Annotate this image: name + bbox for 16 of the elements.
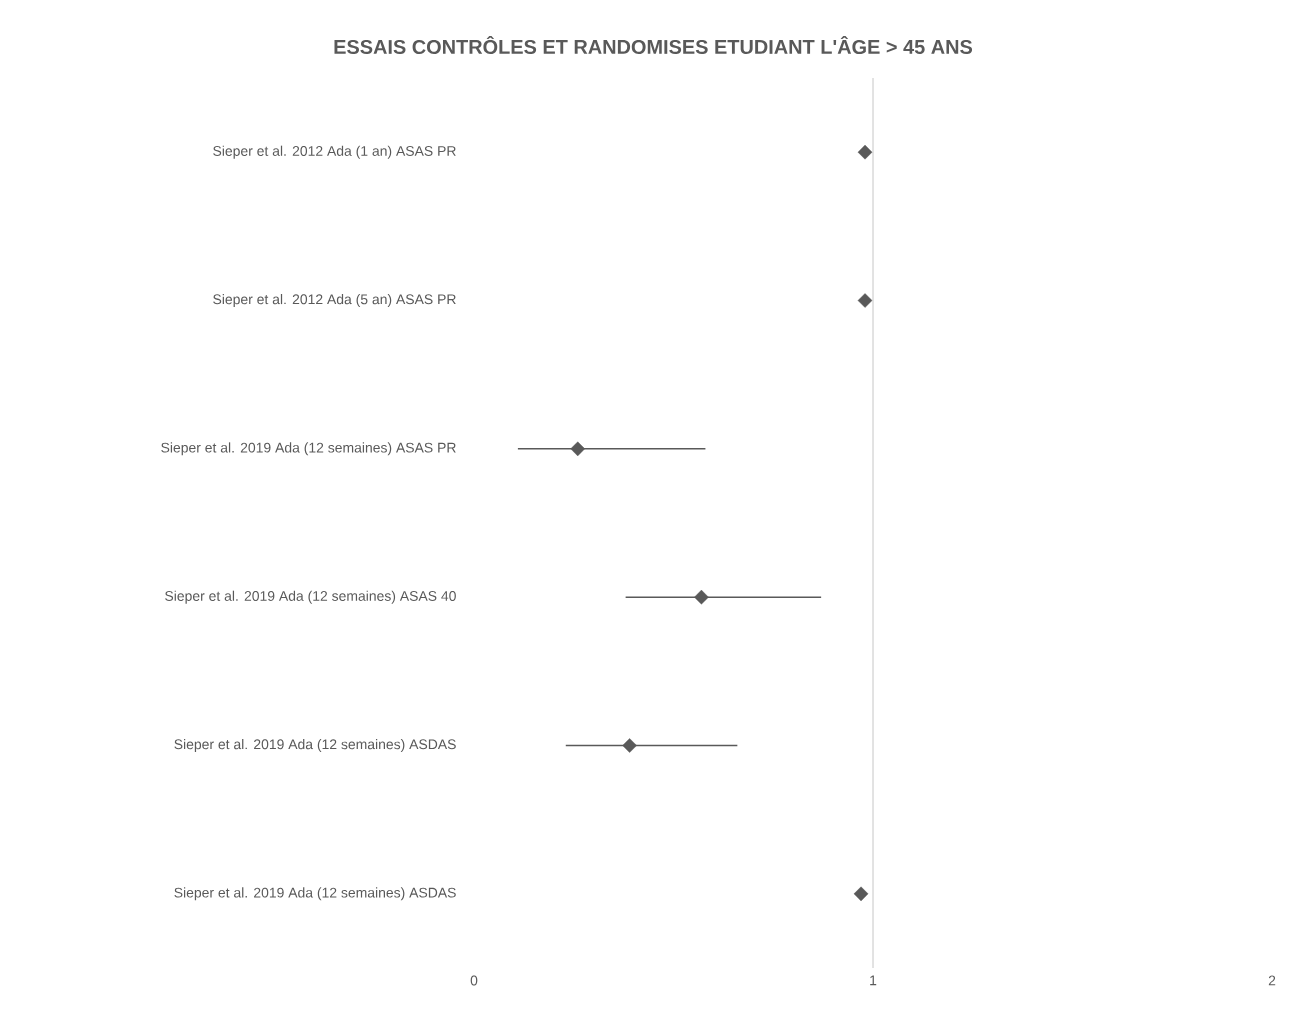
- y-tick-label: Sieper et al. 2019 Ada (12 semaines) ASAS 40: [165, 590, 456, 604]
- y-tick-label: Sieper et al. 2019 Ada (12 semaines) ASDAS: [174, 887, 456, 901]
- x-tick-label: 2: [1268, 975, 1276, 986]
- chart-title: ESSAIS CONTRÔLES ET RANDOMISES ETUDIANT L'ÂGE > 45 ANS: [334, 35, 973, 54]
- y-tick-label: Sieper et al. 2019 Ada (12 semaines) ASDAS: [174, 739, 456, 753]
- y-tick-label: Sieper et al. 2012 Ada (5 an) ASAS PR: [213, 294, 456, 307]
- point: [622, 738, 637, 753]
- point: [857, 293, 873, 308]
- y-tick-label: Sieper et al. 2012 Ada (1 an) ASAS PR: [213, 145, 456, 159]
- point: [857, 144, 873, 160]
- x-tick-label: 1: [870, 975, 877, 986]
- point: [694, 589, 709, 605]
- y-tick-label: Sieper et al. 2019 Ada (12 semaines) ASAS PR: [161, 442, 456, 456]
- x-tick-label: 0: [470, 975, 478, 986]
- point: [570, 441, 586, 457]
- point: [853, 886, 869, 902]
